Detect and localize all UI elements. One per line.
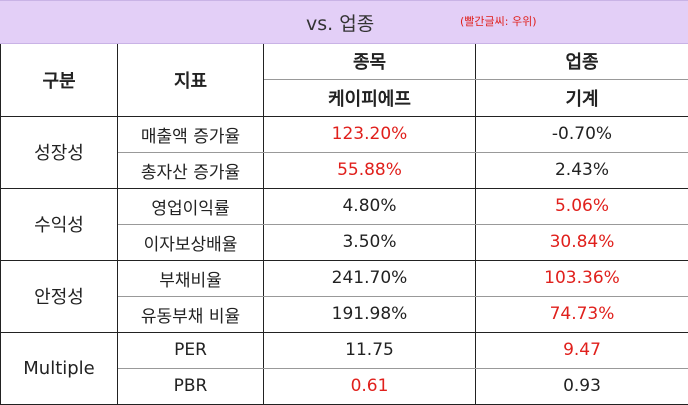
- stock-value-cell: 123.20%: [264, 116, 476, 152]
- metric-cell: 유동부채 비율: [118, 296, 264, 332]
- legend-note: (빨간글씨: 우위): [460, 13, 537, 29]
- metric-cell: 부채비율: [118, 260, 264, 296]
- comparison-banner: vs. 업종 (빨간글씨: 우위): [0, 0, 688, 44]
- category-cell: 안정성: [1, 260, 118, 332]
- metric-cell: PBR: [118, 368, 264, 404]
- header-metric: 지표: [118, 44, 264, 116]
- metric-cell: 매출액 증가율: [118, 116, 264, 152]
- header-stock-label: 종목: [264, 44, 476, 79]
- category-cell: Multiple: [1, 332, 118, 404]
- stock-value-cell: 0.61: [264, 368, 476, 404]
- header-industry-label: 업종: [476, 44, 688, 79]
- stock-value-cell: 11.75: [264, 332, 476, 368]
- industry-value-cell: 2.43%: [476, 152, 688, 188]
- banner-title: vs. 업종: [306, 9, 374, 36]
- industry-value-cell: 103.36%: [476, 260, 688, 296]
- stock-value-cell: 55.88%: [264, 152, 476, 188]
- industry-value-cell: 74.73%: [476, 296, 688, 332]
- industry-value-cell: 30.84%: [476, 224, 688, 260]
- metric-cell: PER: [118, 332, 264, 368]
- stock-value-cell: 241.70%: [264, 260, 476, 296]
- category-cell: 성장성: [1, 116, 118, 188]
- header-category: 구분: [1, 44, 118, 116]
- metric-cell: 총자산 증가율: [118, 152, 264, 188]
- industry-value-cell: 5.06%: [476, 188, 688, 224]
- metric-cell: 이자보상배율: [118, 224, 264, 260]
- stock-value-cell: 4.80%: [264, 188, 476, 224]
- stock-value-cell: 3.50%: [264, 224, 476, 260]
- header-stock-name: 케이피에프: [264, 79, 476, 116]
- metric-cell: 영업이익률: [118, 188, 264, 224]
- category-cell: 수익성: [1, 188, 118, 260]
- header-row-top: 구분 지표 종목 업종: [1, 44, 688, 79]
- industry-value-cell: -0.70%: [476, 116, 688, 152]
- industry-value-cell: 0.93: [476, 368, 688, 404]
- header-industry-name: 기계: [476, 79, 688, 116]
- stock-value-cell: 191.98%: [264, 296, 476, 332]
- industry-value-cell: 9.47: [476, 332, 688, 368]
